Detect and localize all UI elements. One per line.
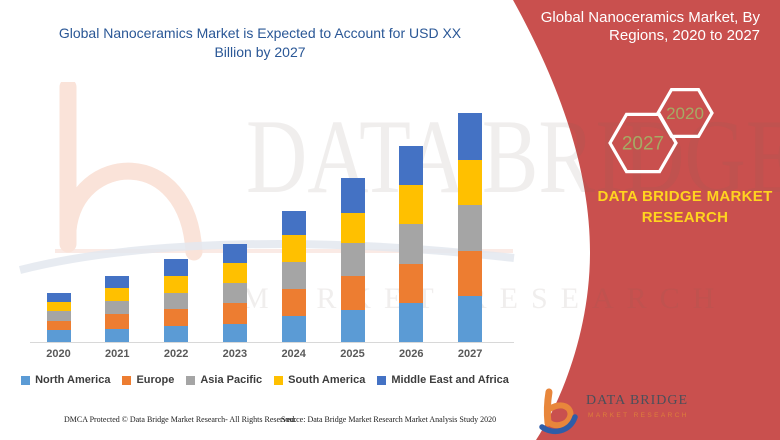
panel-title-line1: Global Nanoceramics Market, By [540, 9, 760, 26]
bar-segment-2027-middle-east-and-africa [458, 113, 483, 160]
legend-item-middle-east-and-africa: Middle East and Africa [377, 374, 509, 386]
brand-text: DATA BRIDGE MARKET RESEARCH [570, 186, 780, 228]
legend-item-europe: Europe [122, 374, 174, 386]
legend-item-south-america: South America [274, 374, 365, 386]
bar-segment-2022-south-america [164, 276, 189, 293]
bar-segment-2024-middle-east-and-africa [281, 211, 306, 235]
logo-sub-text: MARKET RESEARCH [588, 412, 689, 419]
bar-segment-2025-middle-east-and-africa [340, 178, 365, 213]
panel-title: Global Nanoceramics Market, By Regions, … [520, 9, 760, 45]
legend-label: Asia Pacific [200, 374, 263, 386]
legend-marker-icon [122, 375, 132, 385]
watermark-b-logo [59, 82, 203, 261]
bar-segment-2026-middle-east-and-africa [399, 146, 424, 185]
watermark-databridge-text: DATA BRIDGE [246, 98, 780, 215]
bar-segment-2022-europe [164, 309, 189, 326]
bar-segment-2020-middle-east-and-africa [46, 293, 71, 302]
bar-segment-2025-europe [340, 276, 365, 310]
hexagon-2020-label: 2020 [666, 104, 704, 123]
bar-segment-2022-middle-east-and-africa [164, 259, 189, 276]
bar-segment-2021-asia-pacific [105, 301, 130, 314]
legend-marker-icon [377, 375, 387, 385]
x-axis-label-2021: 2021 [105, 348, 130, 360]
bar-segment-2020-asia-pacific [46, 311, 71, 321]
year-hexagons: 2020 2027 [608, 87, 714, 174]
legend-marker-icon [21, 375, 31, 385]
legend-label: Europe [136, 374, 175, 386]
brand-text-line1: DATA BRIDGE MARKET [597, 188, 773, 205]
bar-segment-2027-south-america [458, 160, 483, 205]
x-axis-label-2023: 2023 [222, 348, 248, 360]
chart-title-line2: Billion by 2027 [214, 44, 306, 60]
x-axis-label-2027: 2027 [457, 348, 483, 360]
bar-segment-2027-europe [458, 251, 483, 296]
red-panel-shape [513, 0, 780, 440]
legend-label: South America [288, 374, 366, 386]
bar-segment-2026-north-america [399, 303, 424, 342]
bar-segment-2023-europe [222, 303, 247, 324]
logo-name-text: DATA BRIDGE [586, 393, 689, 408]
data-bridge-logo: DATA BRIDGE MARKET RESEARCH [538, 386, 708, 438]
bar-segment-2025-north-america [340, 310, 365, 342]
x-axis-label-2020: 2020 [46, 348, 71, 360]
legend-marker-icon [274, 375, 284, 385]
bar-segment-2021-south-america [105, 288, 130, 301]
x-axis-label-2024: 2024 [281, 348, 306, 360]
x-axis-line [30, 342, 514, 343]
legend-item-north-america: North America [21, 374, 110, 386]
legend-label: North America [35, 374, 111, 386]
bar-segment-2024-europe [281, 289, 306, 316]
bar-segment-2024-north-america [281, 316, 306, 342]
bar-segment-2021-north-america [105, 329, 130, 342]
bar-segment-2020-north-america [46, 330, 71, 342]
bar-segment-2024-asia-pacific [281, 262, 306, 289]
bar-segment-2027-north-america [458, 296, 483, 342]
bar-segment-2026-asia-pacific [399, 224, 424, 264]
bar-segment-2027-asia-pacific [458, 205, 483, 251]
hexagon-2027 [608, 112, 678, 174]
bar-segment-2020-europe [46, 321, 71, 330]
panel-title-line2: Regions, 2020 to 2027 [609, 27, 760, 44]
brand-text-line2: RESEARCH [641, 209, 729, 226]
bar-segment-2023-north-america [222, 324, 247, 342]
hexagon-2027-label: 2027 [622, 134, 664, 155]
bar-segment-2025-south-america [340, 213, 365, 243]
x-axis-label-2026: 2026 [399, 348, 424, 360]
bar-segment-2026-south-america [399, 185, 424, 224]
data-bridge-logo-icon [539, 388, 578, 435]
bar-segment-2022-north-america [164, 326, 189, 342]
bar-segment-2022-asia-pacific [164, 293, 189, 309]
source-note: Source: Data Bridge Market Research Mark… [281, 415, 497, 424]
bar-segment-2025-asia-pacific [340, 243, 365, 276]
chart-title-line1: Global Nanoceramics Market is Expected t… [58, 25, 462, 41]
bar-segment-2021-europe [105, 314, 130, 329]
bar-segment-2023-asia-pacific [222, 283, 247, 303]
chart-title: Global Nanoceramics Market is Expected t… [20, 24, 500, 62]
legend-item-asia-pacific: Asia Pacific [186, 374, 262, 386]
x-axis-label-2025: 2025 [340, 348, 365, 360]
x-axis-label-2022: 2022 [163, 348, 189, 360]
chart-legend: North America Europe Asia Pacific South Ame… [5, 374, 525, 386]
bar-segment-2023-south-america [222, 263, 247, 283]
bar-segment-2023-middle-east-and-africa [222, 244, 247, 263]
bar-segment-2026-europe [399, 264, 424, 303]
legend-label: Middle East and Africa [391, 374, 509, 386]
legend-marker-icon [186, 375, 196, 385]
bar-segment-2024-south-america [281, 235, 306, 262]
bar-segment-2020-south-america [46, 302, 71, 311]
bar-segment-2021-middle-east-and-africa [105, 276, 130, 288]
dmca-notice: DMCA Protected © Data Bridge Market Rese… [64, 415, 297, 424]
